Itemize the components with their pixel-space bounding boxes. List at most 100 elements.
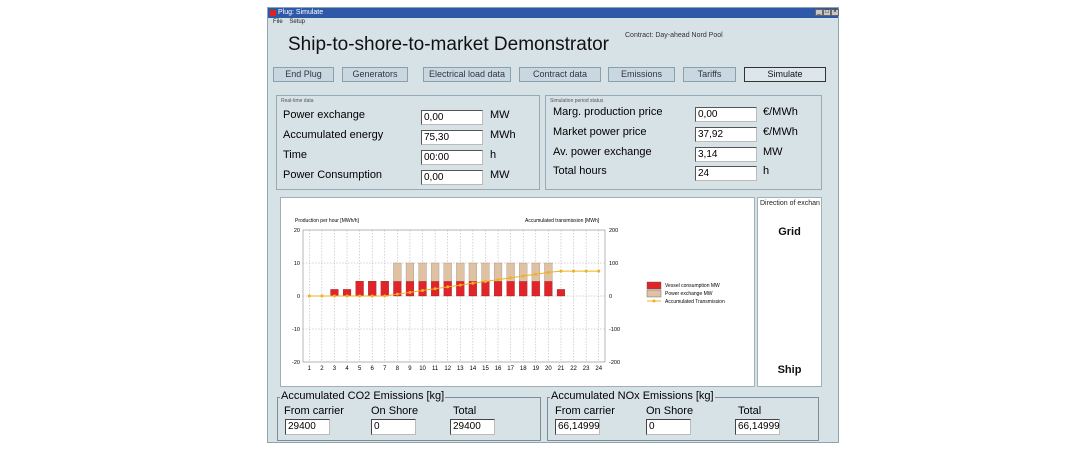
menu-setup[interactable]: Setup xyxy=(289,19,306,25)
total-hours-field[interactable]: 24 xyxy=(695,166,757,181)
x-tick-label: 3 xyxy=(333,366,337,372)
x-tick-label: 9 xyxy=(408,366,412,372)
x-tick-label: 16 xyxy=(495,366,502,372)
co2-on-shore-field[interactable]: 0 xyxy=(371,419,416,435)
power-consumption-field[interactable]: 0,00 xyxy=(421,170,483,185)
bar-vessel-consumption xyxy=(506,281,515,297)
x-tick-label: 19 xyxy=(532,366,539,372)
accumulated-energy-unit: MWh xyxy=(490,129,516,141)
point-accumulated-transmission xyxy=(358,294,362,298)
point-accumulated-transmission xyxy=(559,269,563,273)
generators-button[interactable]: Generators xyxy=(342,67,408,82)
point-accumulated-transmission xyxy=(471,281,475,285)
x-tick-label: 20 xyxy=(545,366,552,372)
bar-vessel-consumption xyxy=(531,281,540,297)
point-accumulated-transmission xyxy=(383,294,387,298)
point-accumulated-transmission xyxy=(408,290,412,294)
bar-vessel-consumption xyxy=(481,281,490,297)
point-accumulated-transmission xyxy=(521,274,525,278)
x-tick-label: 14 xyxy=(470,366,477,372)
simstatus-caption: Simulation period status xyxy=(550,98,604,104)
power-consumption-label: Power Consumption xyxy=(283,169,383,181)
co2-total-header: Total xyxy=(453,405,477,417)
bar-power-exchange xyxy=(531,262,540,282)
bar-power-exchange xyxy=(418,262,427,282)
time-field[interactable]: 00:00 xyxy=(421,150,483,165)
contract-label: Contract: Day-ahead Nord Pool xyxy=(625,32,723,39)
point-accumulated-transmission xyxy=(509,276,513,280)
av-power-exchange-label: Av. power exchange xyxy=(553,146,652,158)
direction-grid-label: Grid xyxy=(778,226,801,238)
nox-total-header: Total xyxy=(738,405,762,417)
legend-marker-accumulated xyxy=(652,299,656,303)
emissions-button[interactable]: Emissions xyxy=(608,67,675,82)
line-accumulated-transmission xyxy=(309,270,599,297)
accumulated-energy-field[interactable]: 75,30 xyxy=(421,130,483,145)
tariffs-button[interactable]: Tariffs xyxy=(683,67,736,82)
bar-power-exchange xyxy=(506,262,515,282)
y-tick-label-right: 200 xyxy=(609,228,618,234)
app-icon xyxy=(270,10,276,16)
point-accumulated-transmission xyxy=(320,294,324,298)
bar-power-exchange xyxy=(405,262,415,282)
co2-from-carrier-field[interactable]: 29400 xyxy=(285,419,330,435)
legend-label-accumulated: Accumulated Transmission xyxy=(665,299,725,305)
nox-on-shore-header: On Shore xyxy=(646,405,694,417)
power-exchange-field[interactable]: 0,00 xyxy=(421,110,483,125)
menu-file[interactable]: File xyxy=(273,19,283,25)
point-accumulated-transmission xyxy=(584,269,588,273)
nox-total-field[interactable]: 66,14999 xyxy=(735,419,780,435)
x-tick-label: 12 xyxy=(444,366,451,372)
bar-vessel-consumption xyxy=(456,281,465,297)
time-unit: h xyxy=(490,149,497,161)
point-accumulated-transmission xyxy=(446,285,450,289)
simulate-button[interactable]: Simulate xyxy=(744,67,826,82)
close-button[interactable]: × xyxy=(831,9,839,16)
menu-bar: File Setup xyxy=(268,18,838,27)
bar-power-exchange xyxy=(481,262,490,282)
point-accumulated-transmission xyxy=(546,270,550,274)
bar-vessel-consumption xyxy=(380,281,389,297)
point-accumulated-transmission xyxy=(534,272,538,276)
title-bar: Plug: Simulate _ □ × xyxy=(268,8,839,18)
point-accumulated-transmission xyxy=(597,269,601,273)
market-power-price-field[interactable]: 37,92 xyxy=(695,127,757,142)
bar-vessel-consumption xyxy=(368,281,377,297)
contract-data-button[interactable]: Contract data xyxy=(519,67,601,82)
bar-power-exchange xyxy=(431,262,440,282)
nox-on-shore-field[interactable]: 0 xyxy=(646,419,691,435)
total-hours-label: Total hours xyxy=(553,165,607,177)
y-tick-label-left: -10 xyxy=(292,327,300,333)
nox-from-carrier-field[interactable]: 66,14999 xyxy=(555,419,600,435)
y-tick-label-left: 20 xyxy=(294,228,300,234)
power-exchange-unit: MW xyxy=(490,109,510,121)
realtime-group: Real-time data Power exchange 0,00 MW Ac… xyxy=(276,95,540,190)
right-axis-label: Accumulated transmission [MWh] xyxy=(525,218,600,224)
x-tick-label: 6 xyxy=(371,366,375,372)
time-label: Time xyxy=(283,149,308,161)
av-power-exchange-field[interactable]: 3,14 xyxy=(695,147,757,162)
direction-ship-label: Ship xyxy=(777,364,802,376)
bar-vessel-consumption xyxy=(556,289,566,297)
minimize-button[interactable]: _ xyxy=(815,9,823,16)
marg-production-price-field[interactable]: 0,00 xyxy=(695,107,757,122)
co2-from-carrier-header: From carrier xyxy=(284,405,344,417)
co2-total-field[interactable]: 29400 xyxy=(450,419,495,435)
x-tick-label: 18 xyxy=(520,366,527,372)
co2-caption: Accumulated CO2 Emissions [kg] xyxy=(280,390,446,402)
electrical-load-data-button[interactable]: Electrical load data xyxy=(423,67,511,82)
point-accumulated-transmission xyxy=(370,294,374,298)
co2-on-shore-header: On Shore xyxy=(371,405,419,417)
end-plug-button[interactable]: End Plug xyxy=(273,67,334,82)
x-tick-label: 10 xyxy=(419,366,426,372)
co2-emissions-group: Accumulated CO2 Emissions [kg] From carr… xyxy=(277,390,541,441)
bar-vessel-consumption xyxy=(493,281,503,297)
bar-vessel-consumption xyxy=(418,281,427,297)
y-tick-label-right: -100 xyxy=(609,327,620,333)
x-tick-label: 21 xyxy=(558,366,565,372)
point-accumulated-transmission xyxy=(332,294,336,298)
accumulated-energy-label: Accumulated energy xyxy=(283,129,384,141)
bar-vessel-consumption xyxy=(443,281,452,297)
bar-power-exchange xyxy=(519,262,528,282)
maximize-button[interactable]: □ xyxy=(823,9,831,16)
